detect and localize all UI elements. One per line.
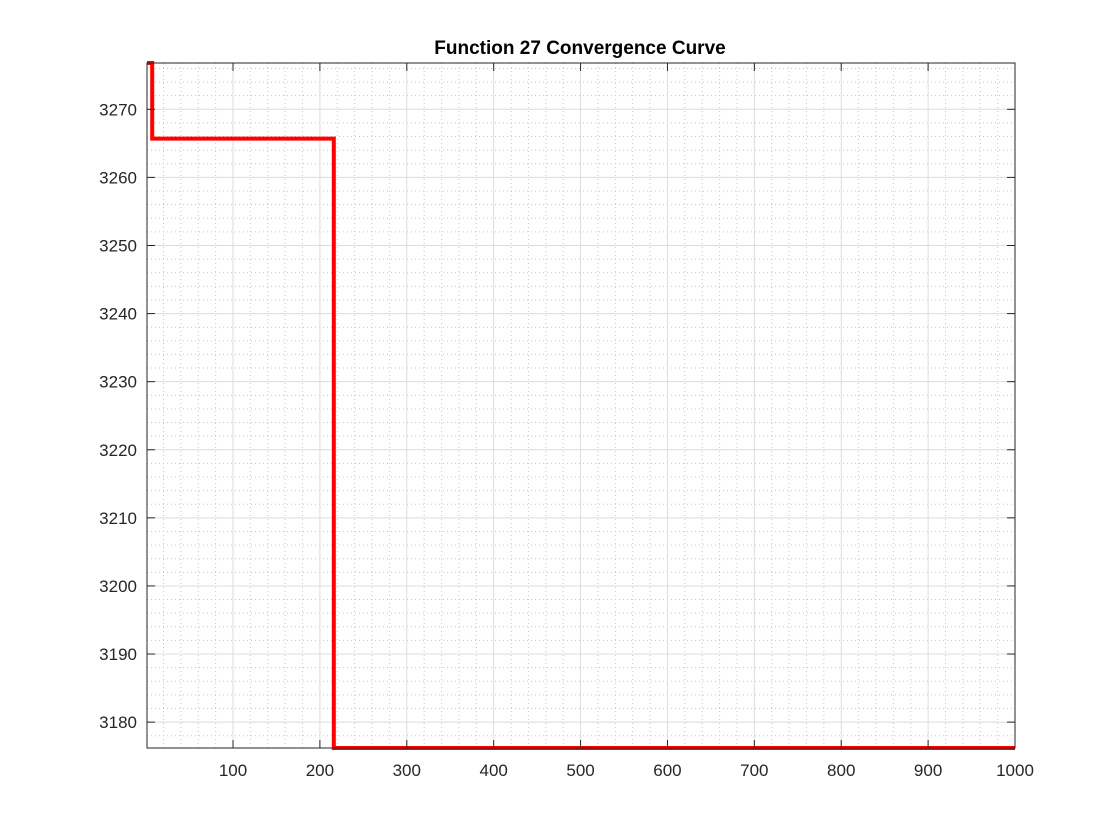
x-tick-label: 900 xyxy=(914,761,942,780)
y-tick-label: 3190 xyxy=(99,645,137,664)
y-tick-label: 3270 xyxy=(99,100,137,119)
x-tick-label: 500 xyxy=(566,761,594,780)
x-tick-label: 300 xyxy=(393,761,421,780)
x-tick-labels: 100 200 300 400 500 600 700 800 900 1000 xyxy=(219,761,1034,780)
x-tick-label: 700 xyxy=(740,761,768,780)
y-tick-labels: 3180 3190 3200 3210 3220 3230 3240 3250 3260 3270 xyxy=(99,100,137,732)
y-tick-label: 3220 xyxy=(99,441,137,460)
x-tick-label: 100 xyxy=(219,761,247,780)
y-tick-label: 3250 xyxy=(99,236,137,255)
x-tick-label: 200 xyxy=(306,761,334,780)
axis-ticks xyxy=(147,63,1016,748)
x-tick-label: 600 xyxy=(653,761,681,780)
y-tick-label: 3240 xyxy=(99,305,137,324)
x-tick-label: 800 xyxy=(827,761,855,780)
x-tick-label: 1000 xyxy=(996,761,1034,780)
y-tick-label: 3200 xyxy=(99,577,137,596)
y-tick-label: 3210 xyxy=(99,509,137,528)
y-tick-label: 3230 xyxy=(99,373,137,392)
minor-grid xyxy=(147,63,1015,748)
chart-title: Function 27 Convergence Curve xyxy=(434,38,725,59)
x-tick-label: 400 xyxy=(479,761,507,780)
y-tick-label: 3260 xyxy=(99,168,137,187)
y-tick-label: 3180 xyxy=(99,713,137,732)
